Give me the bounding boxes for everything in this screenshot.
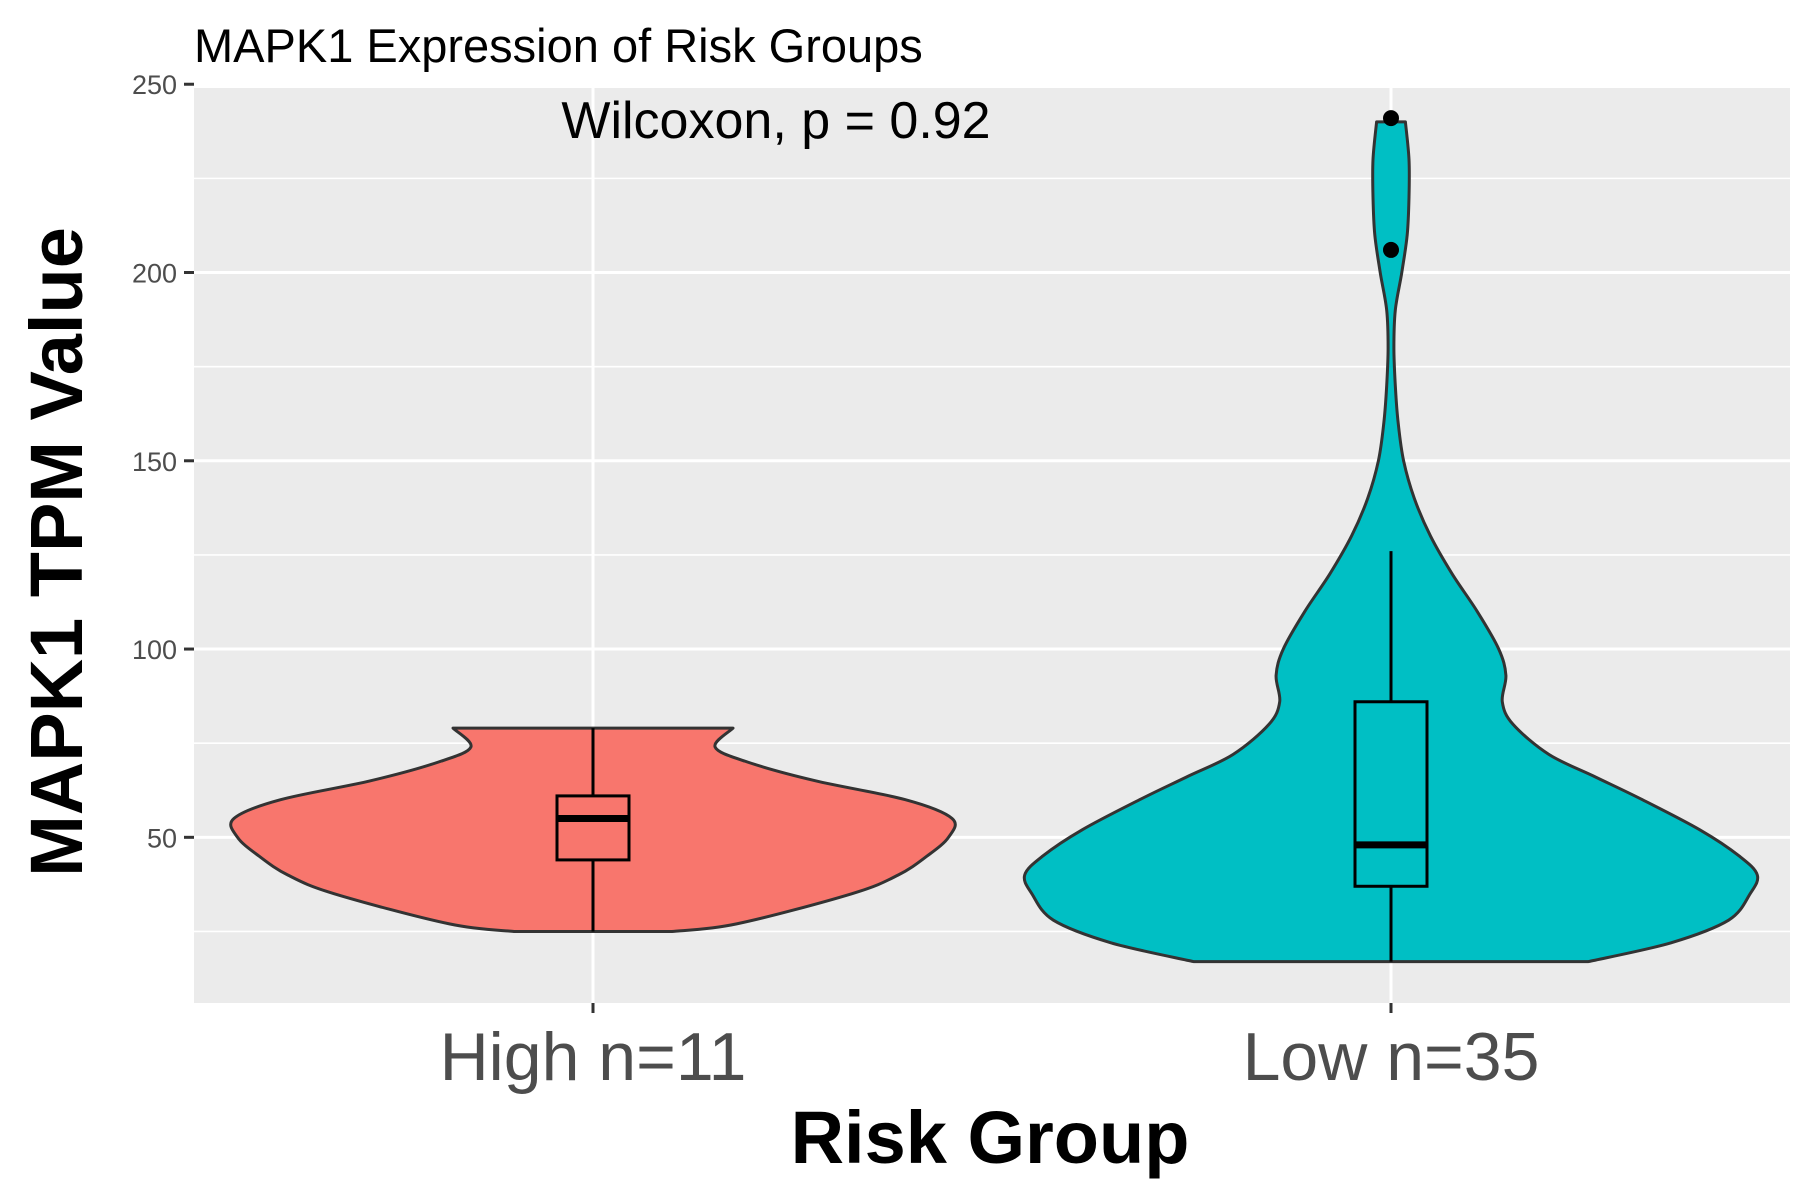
- box: [555, 794, 631, 862]
- outlier-point: [1383, 110, 1399, 127]
- y-axis-label: MAPK1 TPM Value: [15, 227, 98, 877]
- outlier-point: [1383, 241, 1399, 258]
- y-tick-label: 200: [132, 259, 177, 289]
- y-tick-label: 50: [147, 823, 177, 853]
- x-tick-label: High n=11: [440, 1019, 747, 1095]
- axes: High n=11 Low n=35 50 100 150 200 250: [132, 70, 1539, 1095]
- y-tick-label: 100: [132, 635, 177, 665]
- violins: [229, 120, 1760, 964]
- x-axis-label: Risk Group: [791, 1096, 1190, 1179]
- y-tick-label: 250: [132, 70, 177, 100]
- chart-title: MAPK1 Expression of Risk Groups: [194, 19, 923, 72]
- boxplots: [555, 551, 1429, 962]
- box: [1353, 700, 1429, 888]
- stat-annotation: Wilcoxon, p = 0.92: [561, 92, 990, 150]
- y-tick-label: 150: [132, 447, 177, 477]
- outlier-points: [1383, 110, 1399, 258]
- violin-0: [229, 726, 957, 933]
- violin-1: [1022, 120, 1760, 964]
- x-tick-label: Low n=35: [1243, 1019, 1540, 1095]
